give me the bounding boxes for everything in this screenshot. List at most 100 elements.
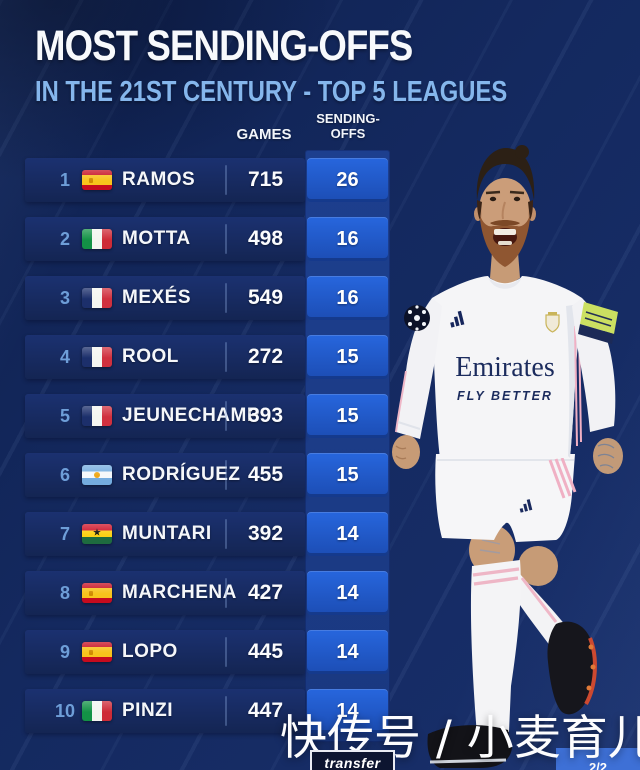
country-flag-icon-argentina: [82, 465, 112, 485]
page-title: MOST SENDING-OFFS: [35, 22, 413, 70]
table-row: 9 LOPO 445 14: [0, 630, 640, 674]
sending-offs-cell: 14: [307, 630, 388, 674]
country-flag-icon-italy: [82, 701, 112, 721]
sending-offs-value: 14: [336, 700, 359, 722]
page-subtitle: IN THE 21ST CENTURY - TOP 5 LEAGUES: [35, 76, 508, 108]
player-right-arm: [572, 298, 623, 474]
row-band: 9 LOPO 445: [25, 630, 305, 674]
sending-offs-cell: 14: [307, 512, 388, 556]
country-flag-icon-spain: [82, 170, 112, 190]
country-flag-icon-france: [82, 288, 112, 308]
jersey-sponsor-text: Emirates: [455, 352, 555, 383]
column-divider: [225, 401, 227, 431]
sending-offs-cell: 14: [307, 571, 388, 615]
country-flag-icon-france: [82, 347, 112, 367]
player-name: RAMOS: [122, 169, 196, 190]
ucl-starball-badge-icon: [404, 305, 430, 331]
player-jersey: Emirates FLY BETTER: [432, 276, 582, 458]
sending-offs-value: 14: [336, 641, 359, 663]
player-name: PINZI: [122, 700, 174, 721]
rank-label: 3: [59, 288, 70, 308]
games-value: 455: [247, 463, 284, 486]
sending-offs-value: 26: [336, 169, 359, 191]
rank-label: 6: [59, 465, 70, 485]
column-divider: [225, 165, 227, 195]
column-divider: [225, 460, 227, 490]
sending-offs-value: 14: [336, 582, 359, 604]
sending-offs-cell: 16: [307, 217, 388, 261]
column-divider: [225, 342, 227, 372]
table-row: 6 RODRÍGUEZ 455 15: [0, 453, 640, 497]
games-value: 498: [247, 227, 284, 250]
row-band: 10 PINZI 447: [25, 689, 305, 733]
player-name: ROOL: [122, 346, 179, 367]
sending-offs-cell: 14: [307, 689, 388, 733]
sending-offs-value: 16: [336, 228, 359, 250]
table-row: 2 MOTTA 498 16: [0, 217, 640, 261]
country-flag-icon-spain: [82, 642, 112, 662]
rank-label: 5: [59, 406, 70, 426]
games-value: 392: [247, 522, 284, 545]
sending-offs-cell: 16: [307, 276, 388, 320]
country-flag-icon-france: [82, 406, 112, 426]
page-indicator-badge: 2/2: [556, 748, 640, 770]
table-row: 3 MEXÉS 549 16: [0, 276, 640, 320]
column-header-sending-offs: SENDING-OFFS: [316, 111, 380, 141]
transfer-source-logo: transfer: [310, 750, 395, 770]
sending-offs-value: 16: [336, 287, 359, 309]
column-divider: [225, 224, 227, 254]
sending-offs-value: 15: [336, 405, 359, 427]
table-row: 10 PINZI 447 14: [0, 689, 640, 733]
row-band: 1 RAMOS 715: [25, 158, 305, 202]
table-row: 5 JEUNECHAMP 393 15: [0, 394, 640, 438]
row-band: 5 JEUNECHAMP 393: [25, 394, 305, 438]
row-band: 2 MOTTA 498: [25, 217, 305, 261]
sending-offs-value: 15: [336, 346, 359, 368]
rank-label: 9: [59, 642, 70, 662]
player-left-arm: [392, 298, 442, 469]
rank-label: 10: [54, 701, 76, 721]
sending-offs-cell: 15: [307, 394, 388, 438]
row-band: 8 MARCHENA 427: [25, 571, 305, 615]
player-name: MOTTA: [122, 228, 191, 249]
column-divider: [225, 696, 227, 726]
country-flag-icon-spain: [82, 583, 112, 603]
rank-label: 4: [59, 347, 70, 367]
country-flag-icon-italy: [82, 229, 112, 249]
row-band: 6 RODRÍGUEZ 455: [25, 453, 305, 497]
games-value: 272: [247, 345, 284, 368]
games-value: 427: [247, 581, 284, 604]
rank-label: 8: [59, 583, 70, 603]
rank-label: 2: [59, 229, 70, 249]
sending-offs-cell: 15: [307, 335, 388, 379]
sending-offs-value: 15: [336, 464, 359, 486]
sending-offs-value: 14: [336, 523, 359, 545]
games-value: 549: [247, 286, 284, 309]
jersey-sponsor-tagline: FLY BETTER: [457, 389, 553, 403]
column-divider: [225, 578, 227, 608]
sending-offs-cell: 26: [307, 158, 388, 202]
player-shorts: [435, 454, 577, 542]
player-photo: Emirates FLY BETTER: [392, 145, 623, 768]
player-name: JEUNECHAMP: [122, 405, 261, 426]
row-band: 7 MUNTARI 392: [25, 512, 305, 556]
player-name: MARCHENA: [122, 582, 237, 603]
rank-label: 7: [59, 524, 70, 544]
club-crest-icon: [545, 312, 560, 333]
adidas-logo-icon: [450, 310, 465, 328]
games-value: 393: [247, 404, 284, 427]
player-name: RODRÍGUEZ: [122, 464, 241, 485]
captain-armband: [578, 302, 618, 344]
country-flag-icon-ghana: [82, 524, 112, 544]
row-band: 3 MEXÉS 549: [25, 276, 305, 320]
sending-offs-cell: 15: [307, 453, 388, 497]
table-row: 1 RAMOS 715 26: [0, 158, 640, 202]
player-name: LOPO: [122, 641, 178, 662]
column-divider: [225, 519, 227, 549]
table-row: 7 MUNTARI 392 14: [0, 512, 640, 556]
games-value: 445: [247, 640, 284, 663]
player-planted-leg: [427, 525, 521, 768]
column-header-games: GAMES: [236, 126, 292, 143]
player-name: MUNTARI: [122, 523, 212, 544]
